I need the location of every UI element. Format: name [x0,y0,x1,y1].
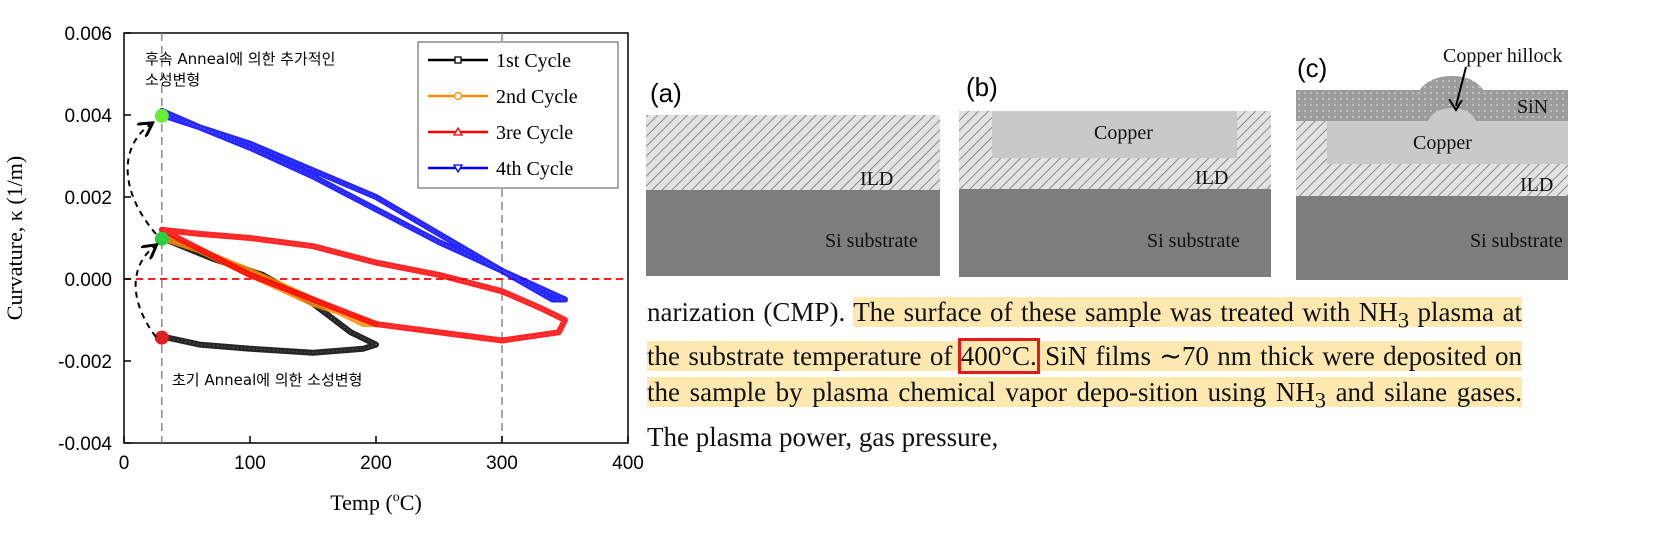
y-tick-label-5: 0.006 [64,24,112,45]
y-tick-label-4: 0.004 [64,106,112,127]
panel-c-letter: (c) [1297,53,1327,83]
para-part-5: SiN films ∼70 nm thick were deposited on… [647,341,1522,408]
diagram-panel-b: (b) Copper ILD Si substrate [959,72,1271,277]
panel-b-substrate-label: Si substrate [1147,230,1240,252]
para-part-2: The surface of these sample was treated … [853,297,1398,327]
arrow-green-to-green [126,124,157,235]
diagram-panel-c: (c) Copper hillock SiN Copper ILD Si sub… [1296,45,1568,280]
curvature-chart: 0 100 200 300 400 -0.004 -0.002 0.000 0.002 0.004… [2,24,644,515]
panel-c-hillock-pointer [1455,66,1467,107]
panel-a-substrate-layer [646,190,940,276]
panel-a-letter: (a) [650,78,682,108]
panel-c-copper-label: Copper [1413,132,1472,154]
para-part-3: plasma at the substrate temperature of [647,297,1522,372]
legend-marker-4 [452,164,464,174]
series-line-4 [158,107,568,303]
legend-label-4: 4th Cycle [496,158,573,180]
series-texture-1 [161,237,378,354]
panel-c-substrate-label: Si substrate [1470,230,1563,252]
y-axis-title: Curvature, κ (1/m) [2,156,27,320]
x-axis-title-tail: C) [400,490,422,515]
y-tick-label-3: 0.002 [64,188,112,209]
panel-c-pointer-arrowhead [1448,98,1463,112]
temperature-box: 400°C. [957,338,1040,375]
legend-label-3: 3re Cycle [496,122,573,144]
x-tick-label-3: 300 [486,453,518,474]
arrow-red-to-green [134,246,156,338]
panel-b-substrate-layer [959,189,1271,277]
legend: 1st Cycle 2nd Cycle 3re Cycle 4th Cycle [417,41,619,189]
x-tick-label-2: 200 [360,453,392,474]
panel-c-hillock-core [1428,108,1476,121]
panel-a-substrate-label: Si substrate [825,230,918,252]
panel-b-copper-label: Copper [1094,122,1153,144]
panel-c-ild-label: ILD [1520,174,1553,196]
figure-canvas: 0 100 200 300 400 -0.004 -0.002 0.000 0.002 0.004… [2,24,1568,515]
legend-marker-2 [453,91,463,101]
panel-c-copper-layer [1327,121,1568,164]
panel-b-letter: (b) [966,72,998,102]
y-tick-label-2: 0.000 [64,270,112,291]
x-tick-label-1: 100 [234,453,266,474]
legend-items: 1st Cycle 2nd Cycle 3re Cycle 4th Cycle [428,50,578,180]
panel-b-ild-label: ILD [1195,167,1228,189]
series-line-3 [158,226,568,344]
x-tick-label-4: 400 [612,453,644,474]
highlight-point-red-dot [154,330,169,345]
legend-label-2: 2nd Cycle [496,86,578,108]
legend-marker-3 [452,126,464,136]
y-tick-label-0: -0.004 [58,434,112,455]
series-group [158,107,568,356]
annotation-top-line2: 소성변형 [145,71,200,89]
y-tick-label-1: -0.002 [58,352,112,373]
panel-c-sin-label: SiN [1517,96,1548,118]
highlight-points [154,108,169,345]
para-part-1: narization (CMP). [647,297,854,327]
axis-ticks: 0 100 200 300 400 -0.004 -0.002 0.000 0.002 0.004… [58,24,644,474]
panel-b-copper-layer [992,111,1237,158]
highlight-point-green-dot-2 [154,108,169,123]
para-part-7: The plasma power, gas pressure, [647,421,999,452]
panel-c-substrate-layer [1296,196,1568,280]
panel-c-hillock-shape [1410,76,1493,121]
diagram-panel-a: (a) ILD Si substrate [646,78,940,276]
para-sub-2: 3 [1314,387,1326,413]
panel-a-ild-layer [646,115,940,190]
x-tick-label-0: 0 [119,453,130,474]
panel-c-hillock-label: Copper hillock [1443,45,1562,67]
para-part-6: and silane gases. [1325,377,1522,408]
highlight-point-green-dot-1 [154,231,169,246]
annotation-top-line1: 후속 Anneal에 의한 추가적인 [145,50,335,68]
excerpt-paragraph: narization (CMP). The surface of these s… [647,294,1522,455]
x-axis-title-main: Temp ( [330,490,393,515]
legend-label-1: 1st Cycle [496,50,571,72]
panel-a-ild-label: ILD [860,168,893,190]
x-axis-title-degree: o [393,490,400,505]
para-sub-1: 3 [1397,307,1410,333]
legend-marker-1 [454,56,462,64]
annotation-bottom: 초기 Anneal에 의한 소성변형 [172,371,362,389]
x-axis-title: Temp (oC) [330,490,422,515]
legend-box [417,41,619,189]
